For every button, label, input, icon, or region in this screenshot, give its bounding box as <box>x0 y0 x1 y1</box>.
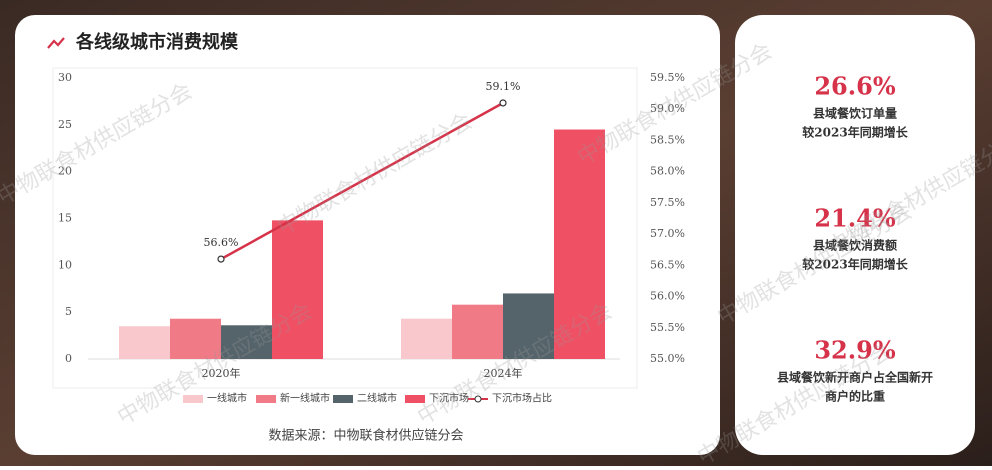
legend-swatch <box>256 395 276 403</box>
chart-title: 各线级城市消费规模 <box>75 31 239 53</box>
bar <box>452 305 503 359</box>
y2-tick-label: 59.5% <box>650 71 685 84</box>
stat-description: 较2023年同期增长 <box>802 125 908 140</box>
y-tick-label: 10 <box>58 258 72 271</box>
source-note: 数据来源：中物联食材供应链分会 <box>268 428 463 444</box>
stat-value: 26.6% <box>814 72 895 101</box>
legend-swatch <box>333 395 353 403</box>
legend-label: 一线城市 <box>207 392 247 405</box>
y2-tick-label: 57.0% <box>650 227 685 240</box>
bar <box>119 326 170 359</box>
y-tick-label: 30 <box>58 71 72 84</box>
bar <box>401 319 452 359</box>
y2-tick-label: 58.5% <box>650 133 685 146</box>
legend-label: 二线城市 <box>357 392 397 405</box>
y-tick-label: 25 <box>58 118 72 131</box>
y2-tick-label: 56.0% <box>650 290 685 303</box>
y2-tick-label: 56.5% <box>650 258 685 271</box>
legend-label: 下沉市场占比 <box>492 392 552 405</box>
legend-label: 新一线城市 <box>280 392 330 405</box>
data-label: 56.6% <box>204 236 239 249</box>
stat-description: 县域餐饮订单量 <box>813 106 897 121</box>
y-tick-label: 5 <box>65 305 72 318</box>
y2-tick-label: 55.5% <box>650 321 685 334</box>
y2-tick-label: 55.0% <box>650 352 685 365</box>
y-tick-label: 0 <box>65 352 72 365</box>
legend-swatch <box>183 395 203 403</box>
y2-tick-label: 58.0% <box>650 165 685 178</box>
line-point <box>218 256 224 262</box>
chart-card <box>15 15 720 455</box>
y-tick-label: 15 <box>58 212 72 225</box>
line-point <box>500 100 506 106</box>
legend-swatch <box>405 395 425 403</box>
data-label: 59.1% <box>486 80 521 93</box>
y2-tick-label: 57.5% <box>650 196 685 209</box>
